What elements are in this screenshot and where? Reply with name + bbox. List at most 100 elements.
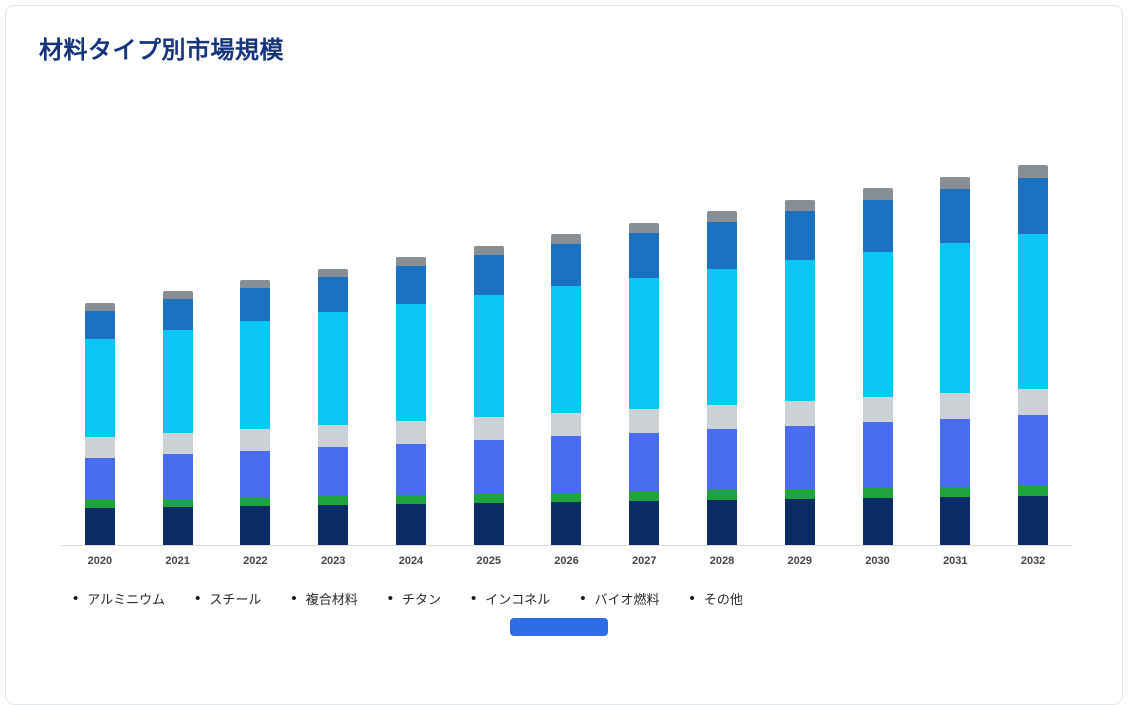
bar-segment[interactable]: [395, 503, 426, 545]
bar-segment[interactable]: [240, 321, 271, 430]
bar-segment[interactable]: [84, 500, 115, 508]
legend-item[interactable]: • チタン: [388, 589, 441, 608]
bar-segment[interactable]: [629, 409, 660, 433]
bar-segment[interactable]: [240, 497, 271, 506]
bar-segment[interactable]: [707, 211, 737, 223]
bar-segment[interactable]: [784, 210, 815, 261]
bar-segment[interactable]: [940, 392, 971, 419]
bar-segment[interactable]: [162, 498, 193, 507]
bar-segment[interactable]: [473, 245, 504, 256]
bar-segment[interactable]: [240, 429, 271, 451]
bar-segment[interactable]: [551, 243, 582, 287]
bar-segment[interactable]: [551, 436, 582, 493]
bar-segment[interactable]: [940, 242, 971, 393]
bar-segment[interactable]: [784, 400, 815, 426]
bar-segment[interactable]: [318, 447, 349, 497]
bar-segment[interactable]: [318, 504, 349, 545]
stacked-bar[interactable]: [473, 245, 504, 545]
legend-item[interactable]: • バイオ燃料: [580, 589, 659, 608]
bar-segment[interactable]: [240, 505, 271, 545]
stacked-bar[interactable]: [784, 199, 815, 545]
bar-segment[interactable]: [784, 199, 815, 211]
bar-segment[interactable]: [862, 487, 893, 499]
bar-segment[interactable]: [473, 439, 504, 494]
stacked-bar[interactable]: [240, 280, 271, 545]
bar-segment[interactable]: [940, 176, 971, 189]
stacked-bar[interactable]: [629, 222, 660, 545]
stacked-bar[interactable]: [551, 234, 582, 545]
bar-segment[interactable]: [1018, 233, 1049, 389]
bar-segment[interactable]: [318, 312, 349, 426]
stacked-bar[interactable]: [162, 291, 193, 545]
bar-segment[interactable]: [395, 443, 426, 496]
bar-segment[interactable]: [551, 492, 582, 502]
bar-segment[interactable]: [473, 294, 504, 417]
legend-item[interactable]: • 複合材料: [291, 589, 357, 608]
bar-segment[interactable]: [629, 233, 660, 278]
stacked-bar[interactable]: [318, 268, 349, 545]
bar-segment[interactable]: [1018, 496, 1049, 545]
bar-segment[interactable]: [240, 280, 271, 289]
bar-segment[interactable]: [940, 497, 971, 545]
bar-segment[interactable]: [551, 412, 582, 437]
bar-segment[interactable]: [862, 396, 893, 423]
bar-segment[interactable]: [862, 422, 893, 488]
bar-segment[interactable]: [318, 277, 349, 313]
bar-segment[interactable]: [629, 432, 660, 492]
bar-segment[interactable]: [707, 268, 737, 405]
bar-segment[interactable]: [707, 500, 737, 545]
bar-segment[interactable]: [240, 450, 271, 498]
bar-segment[interactable]: [162, 506, 193, 545]
stacked-bar[interactable]: [395, 257, 426, 545]
bar-segment[interactable]: [473, 493, 504, 503]
bar-segment[interactable]: [84, 310, 115, 339]
bar-segment[interactable]: [84, 303, 115, 311]
bar-segment[interactable]: [395, 303, 426, 422]
bar-segment[interactable]: [1018, 415, 1049, 486]
bar-segment[interactable]: [473, 416, 504, 440]
bottom-partial-button[interactable]: [510, 618, 608, 636]
stacked-bar[interactable]: [940, 176, 971, 545]
bar-segment[interactable]: [162, 433, 193, 455]
bar-segment[interactable]: [707, 404, 737, 430]
bar-segment[interactable]: [551, 501, 582, 545]
bar-segment[interactable]: [784, 260, 815, 401]
bar-segment[interactable]: [707, 222, 737, 269]
bar-segment[interactable]: [162, 291, 193, 300]
bar-segment[interactable]: [1018, 485, 1049, 497]
bar-segment[interactable]: [784, 499, 815, 545]
bar-segment[interactable]: [862, 498, 893, 545]
bar-segment[interactable]: [940, 486, 971, 498]
bar-segment[interactable]: [862, 251, 893, 397]
bar-segment[interactable]: [162, 299, 193, 330]
bar-segment[interactable]: [318, 268, 349, 278]
bar-segment[interactable]: [940, 418, 971, 487]
bar-segment[interactable]: [1018, 388, 1049, 416]
legend-item[interactable]: • その他: [690, 589, 743, 608]
bar-segment[interactable]: [395, 495, 426, 504]
stacked-bar[interactable]: [707, 211, 737, 545]
bar-segment[interactable]: [551, 234, 582, 244]
bar-segment[interactable]: [629, 222, 660, 234]
bar-segment[interactable]: [1018, 164, 1049, 178]
bar-segment[interactable]: [707, 429, 737, 491]
bar-segment[interactable]: [707, 490, 737, 500]
stacked-bar[interactable]: [862, 188, 893, 545]
bar-segment[interactable]: [84, 457, 115, 500]
bar-segment[interactable]: [395, 266, 426, 304]
bar-segment[interactable]: [629, 277, 660, 410]
bar-segment[interactable]: [629, 491, 660, 501]
legend-item[interactable]: • アルミニウム: [73, 589, 165, 608]
bar-segment[interactable]: [551, 286, 582, 413]
bar-segment[interactable]: [162, 454, 193, 499]
bar-segment[interactable]: [1018, 177, 1049, 234]
stacked-bar[interactable]: [1018, 164, 1049, 545]
bar-segment[interactable]: [318, 425, 349, 448]
stacked-bar[interactable]: [84, 303, 115, 545]
legend-item[interactable]: • インコネル: [471, 589, 550, 608]
bar-segment[interactable]: [84, 338, 115, 438]
bar-segment[interactable]: [240, 288, 271, 322]
bar-segment[interactable]: [395, 257, 426, 267]
bar-segment[interactable]: [318, 496, 349, 505]
bar-segment[interactable]: [629, 500, 660, 545]
